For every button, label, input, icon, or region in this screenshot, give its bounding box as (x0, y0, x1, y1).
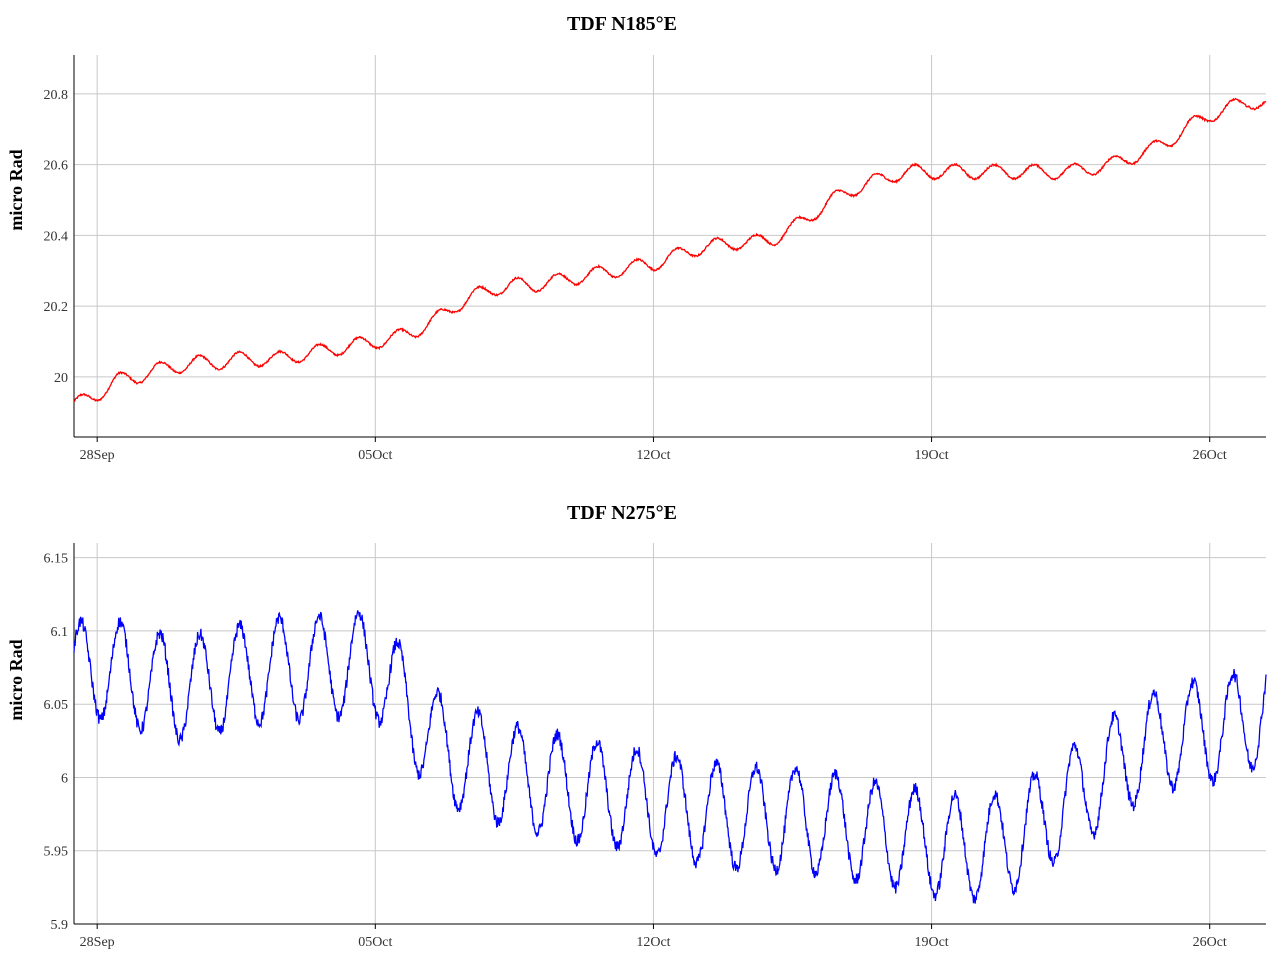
y-tick-label: 5.95 (44, 845, 69, 860)
y-tick-label: 5.9 (51, 918, 69, 933)
y-tick-label: 6.05 (44, 698, 69, 713)
x-tick-label: 28Sep (80, 448, 115, 463)
data-series-line (73, 610, 1267, 904)
x-tick-label: 19Oct (914, 935, 948, 950)
x-tick-label: 05Oct (358, 935, 392, 950)
x-tick-label: 19Oct (914, 448, 948, 463)
y-tick-label: 6.1 (51, 625, 69, 640)
chart-title: TDF N185°E (567, 13, 677, 35)
chart-panel-n185: TDF N185°E micro Rad 20 20.2 20.4 20.6 20.8 2… (6, 13, 1267, 463)
x-tick-label: 28Sep (80, 935, 115, 950)
y-axis-label: micro Rad (6, 639, 26, 720)
y-tick-label: 20.6 (44, 159, 69, 174)
x-tick-label: 12Oct (636, 935, 670, 950)
y-tick-label: 6 (61, 771, 68, 786)
data-series-line (73, 97, 1267, 403)
y-tick-label: 20.4 (44, 229, 69, 244)
y-tick-label: 20.2 (44, 300, 69, 315)
chart-title: TDF N275°E (567, 502, 677, 524)
x-tick-label: 26Oct (1193, 935, 1227, 950)
x-tick-label: 05Oct (358, 448, 392, 463)
x-tick-label: 12Oct (636, 448, 670, 463)
y-tick-label: 6.15 (44, 552, 69, 567)
chart-panel-n275: TDF N275°E micro Rad 5.9 5.95 6 6.05 6.1 6.15… (6, 502, 1267, 950)
y-tick-label: 20 (54, 371, 68, 386)
y-axis-label: micro Rad (6, 149, 26, 230)
x-tick-label: 26Oct (1193, 448, 1227, 463)
y-tick-label: 20.8 (44, 88, 69, 103)
